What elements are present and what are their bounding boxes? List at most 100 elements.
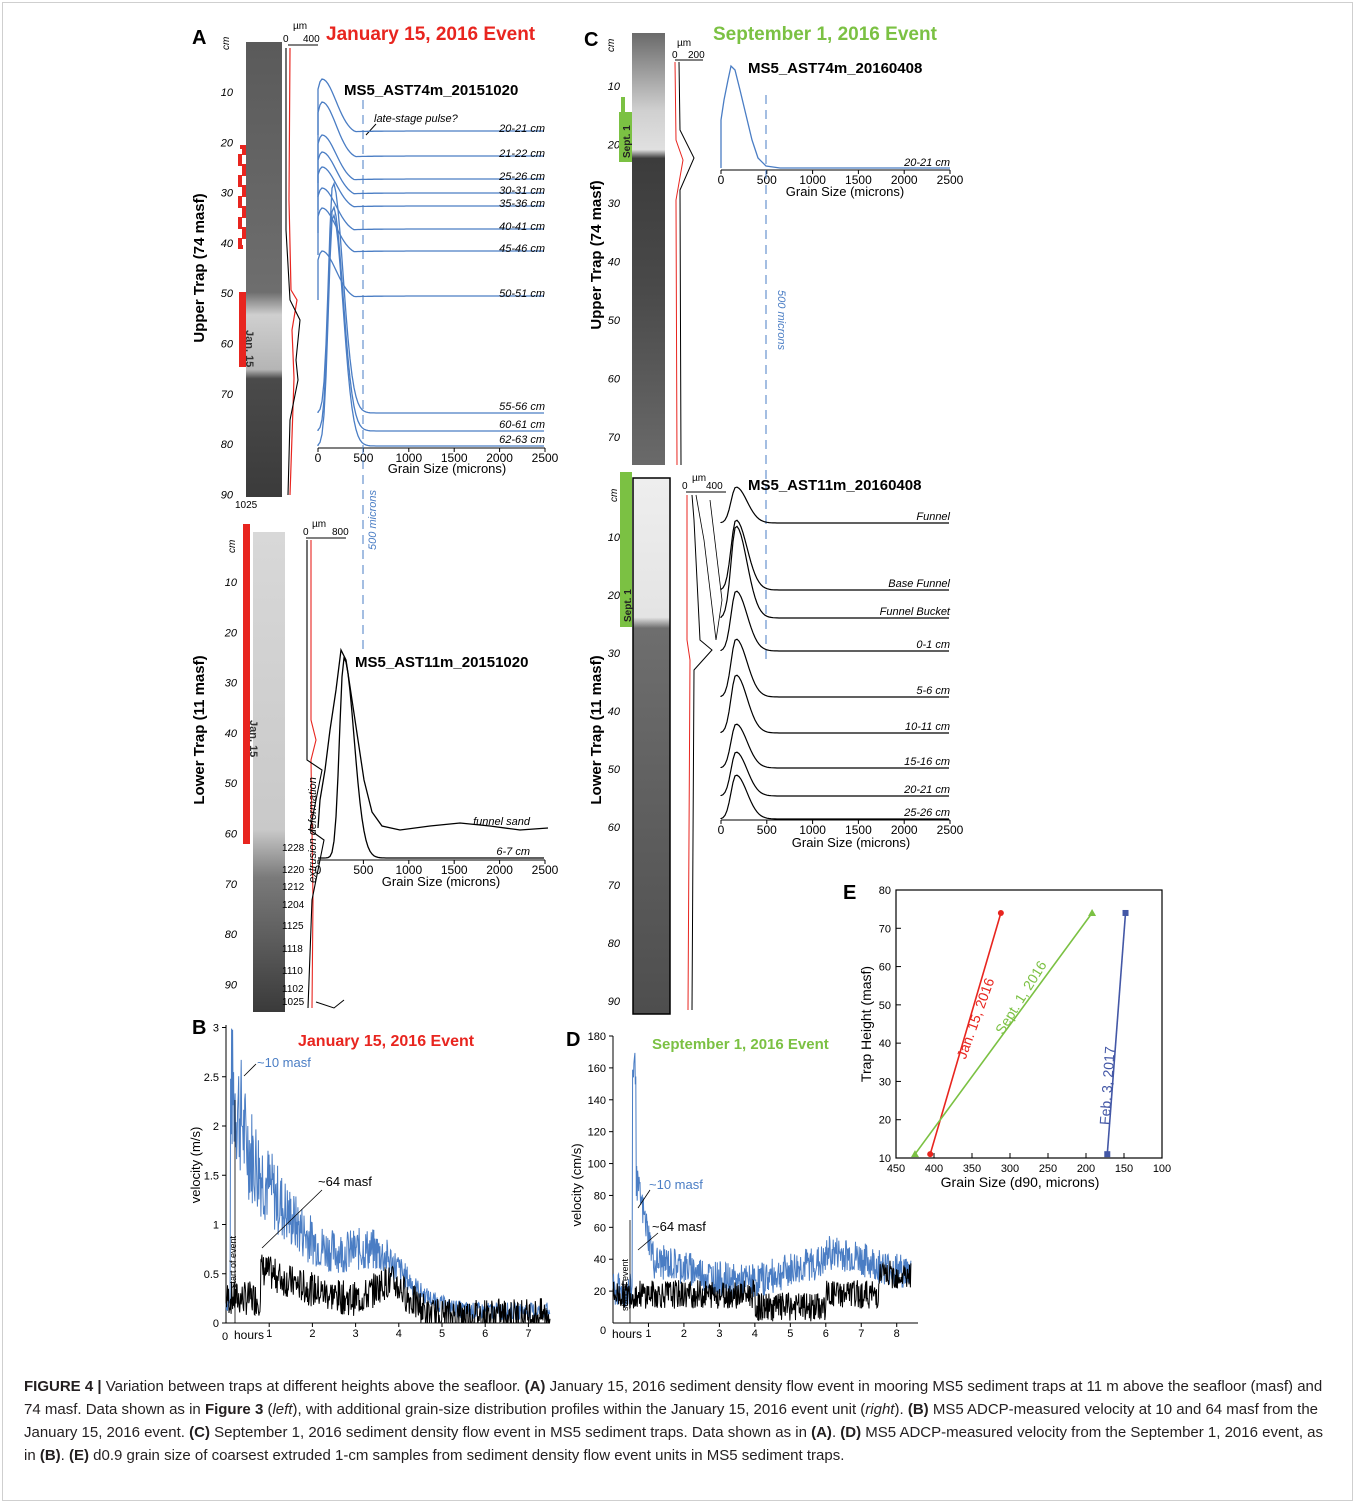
panel-c-lower-depth-unit: cm bbox=[609, 489, 620, 502]
panel-b-label-10: ~10 masf bbox=[257, 1055, 311, 1070]
panel-a-lower-profile: µm 0 800 extrusion deformation bbox=[303, 519, 349, 1009]
panel-d-label-64-pointer bbox=[637, 1232, 659, 1251]
panel-d-ylabel-20: 20 bbox=[594, 1286, 606, 1298]
panel-c-lower-x-label-2000: 2000 bbox=[891, 823, 918, 837]
panel-e-xlabel-400: 400 bbox=[925, 1163, 943, 1175]
panel-a-lower-x-label-500: 500 bbox=[353, 863, 373, 877]
panel-a-upper-depth-60: 60 bbox=[221, 339, 234, 351]
panel-a-upper-depth-40: 40 bbox=[221, 238, 234, 250]
panel-c-lower-curve-BaseFunnel bbox=[720, 519, 949, 591]
panel-d-label-64: ~64 masf bbox=[652, 1219, 706, 1234]
panel-a-lower-depth-ticks: 10 20 30 40 50 60 70 80 90 bbox=[224, 577, 238, 991]
caption-left-close: ), with additional grain-size distributi… bbox=[292, 1401, 866, 1418]
caption-c-ref: (A) bbox=[811, 1424, 832, 1441]
panel-c-upper-scale-200: 200 bbox=[688, 50, 705, 61]
panel-a-upper-x-label-2500: 2500 bbox=[532, 451, 559, 465]
caption-figure-3-link[interactable]: Figure 3 bbox=[204, 1401, 264, 1418]
panel-c-letter: C bbox=[584, 29, 598, 51]
panel-a-lower-x-label-0: 0 bbox=[315, 863, 322, 877]
panel-a-upper-plot-title: MS5_AST74m_20151020 bbox=[344, 82, 518, 99]
panel-a-lower-x-label-1500: 1500 bbox=[441, 863, 468, 877]
panel-c-lower-depth-80: 80 bbox=[608, 938, 621, 950]
panel-c-upper-x-label-2000: 2000 bbox=[891, 173, 918, 187]
caption-c-text: September 1, 2016 sediment density flow … bbox=[209, 1424, 812, 1441]
panel-c-lower-profile-black-1 bbox=[691, 494, 713, 1011]
panel-b-xlabel-2: 2 bbox=[309, 1328, 315, 1340]
panel-a-upper-depth-80: 80 bbox=[221, 439, 234, 451]
panel-a-lower-event-bar bbox=[243, 524, 250, 844]
panel-c-lower-x-ticks: 0 500 1000 1500 2000 2500 bbox=[718, 820, 964, 837]
panel-a-letter: A bbox=[192, 27, 206, 49]
panel-b-title: January 15, 2016 Event bbox=[298, 1033, 475, 1050]
panel-c-upper-depth-unit: cm bbox=[606, 39, 617, 52]
panel-a-upper-depth-30: 30 bbox=[221, 188, 234, 200]
caption-intro: Variation between traps at different hei… bbox=[101, 1378, 525, 1395]
panel-c-lower-curve-label-0-1cm: 0-1 cm bbox=[916, 639, 950, 651]
figure-4: A January 15, 2016 Event Upper Trap (74 … bbox=[188, 21, 1171, 1343]
panel-b-y-ticks: 0 0.5 1 1.5 2 2.5 3 bbox=[204, 1023, 226, 1330]
panel-a-upper-curve-55-56cm bbox=[317, 181, 544, 414]
panel-a-upper-annotation: late-stage pulse? bbox=[374, 113, 459, 125]
panel-e-line-jan152016 bbox=[929, 912, 1002, 1155]
panel-d-xlabel-3: 3 bbox=[716, 1328, 722, 1340]
panel-a-upper-event-dashed bbox=[238, 145, 246, 249]
panel-b-ylabel-0.5: 0.5 bbox=[204, 1269, 219, 1281]
panel-c-upper-depth-10: 10 bbox=[608, 81, 621, 93]
panel-e-point-feb32017-1 bbox=[1122, 909, 1129, 916]
panel-c-lower-curve-15-16cm bbox=[720, 723, 949, 769]
panel-a-sample-1220: 1220 bbox=[282, 865, 305, 876]
caption-left: left bbox=[272, 1401, 293, 1418]
panel-c-upper-scale-unit: µm bbox=[677, 38, 691, 49]
panel-a-upper-curve-30-31cm bbox=[317, 151, 544, 197]
panel-c-lower-curve-0-1cm bbox=[720, 590, 949, 652]
panel-c-lower-depth-50: 50 bbox=[608, 764, 621, 776]
panel-a-lower-depth-50: 50 bbox=[225, 778, 238, 790]
panel-e-series bbox=[911, 908, 1129, 1158]
panel-a-lower-depth-10: 10 bbox=[225, 577, 238, 589]
panel-c-upper-x-label-2500: 2500 bbox=[937, 173, 964, 187]
panel-c-lower-curve-label-10-11cm: 10-11 cm bbox=[905, 721, 950, 733]
panel-c-lower-depth-60: 60 bbox=[608, 822, 621, 834]
panel-a-upper-event-bar bbox=[239, 292, 246, 367]
panel-a-lower-x-label: Grain Size (microns) bbox=[382, 874, 500, 889]
panel-d-xlabel-2: 2 bbox=[681, 1328, 687, 1340]
panel-a-lower-curves: funnel sand 6-7 cm bbox=[317, 647, 549, 859]
panel-a-upper-scale-0: 0 bbox=[283, 34, 289, 45]
panel-a-sample-1025: 1025 bbox=[282, 997, 305, 1008]
panel-c-lower-event-label: Sept. 1 bbox=[623, 589, 634, 622]
panel-a-upper-curve-label-20-21cm: 20-21 cm bbox=[498, 123, 545, 135]
panel-a-upper-depth-90: 90 bbox=[221, 489, 234, 501]
caption-c-key: (C) bbox=[189, 1424, 210, 1441]
panel-c-lower-x-label-1500: 1500 bbox=[845, 823, 872, 837]
panel-e-point-jan152016-0 bbox=[927, 1151, 934, 1158]
panel-c-500-label: 500 microns bbox=[775, 290, 787, 350]
panel-a-lower-plot-title: MS5_AST11m_20151020 bbox=[355, 654, 528, 671]
panel-d-xlabel-7: 7 bbox=[858, 1328, 864, 1340]
panel-c-lower-depth-ticks: 10 20 30 40 50 60 70 80 90 bbox=[607, 532, 621, 1008]
panel-a-upper-x-ticks: 0 500 1000 1500 2000 2500 bbox=[315, 448, 559, 465]
panel-a-upper-curve-label-30-31cm: 30-31 cm bbox=[499, 185, 545, 197]
panel-e-xlabel-450: 450 bbox=[887, 1163, 905, 1175]
panel-c-upper-curves: 20-21 cm bbox=[720, 64, 950, 169]
panel-c-lower-curve-5-6cm bbox=[720, 638, 949, 698]
panel-a-lower-scale-0: 0 bbox=[303, 527, 309, 538]
panel-a-sample-1125: 1125 bbox=[282, 921, 304, 932]
panel-a-upper-x-label-1500: 1500 bbox=[441, 451, 468, 465]
panel-a-lower-scale-800: 800 bbox=[332, 527, 349, 538]
caption-c-end: . bbox=[831, 1424, 841, 1441]
panel-a-lower-x-ticks: 0 500 1000 1500 2000 2500 bbox=[315, 860, 559, 877]
panel-b-label-64: ~64 masf bbox=[318, 1174, 372, 1189]
panel-d-label-10-pointer bbox=[637, 1189, 651, 1209]
caption-b-key: (B) bbox=[907, 1401, 929, 1418]
panel-c-upper-depth-ticks: 10 20 30 40 50 60 70 bbox=[607, 81, 621, 444]
panel-d-x-label: hours bbox=[612, 1327, 642, 1341]
panel-a-lower-curve-label-funnelsand: funnel sand bbox=[473, 816, 531, 828]
caption-d-end: . bbox=[60, 1447, 70, 1464]
panel-a-sample-1228: 1228 bbox=[282, 843, 305, 854]
panel-d-series-64masf bbox=[612, 1260, 912, 1322]
panel-b-x-ticks: 1 2 3 4 5 6 7 bbox=[266, 1323, 531, 1340]
panel-c-lower-curve-label-15-16cm: 15-16 cm bbox=[904, 756, 950, 768]
panel-a-lower-sample-ids: 1228 1220 1212 1204 1125 1118 1110 1102 1025 bbox=[282, 843, 305, 1008]
panel-a-lower-depth-60: 60 bbox=[225, 829, 238, 841]
